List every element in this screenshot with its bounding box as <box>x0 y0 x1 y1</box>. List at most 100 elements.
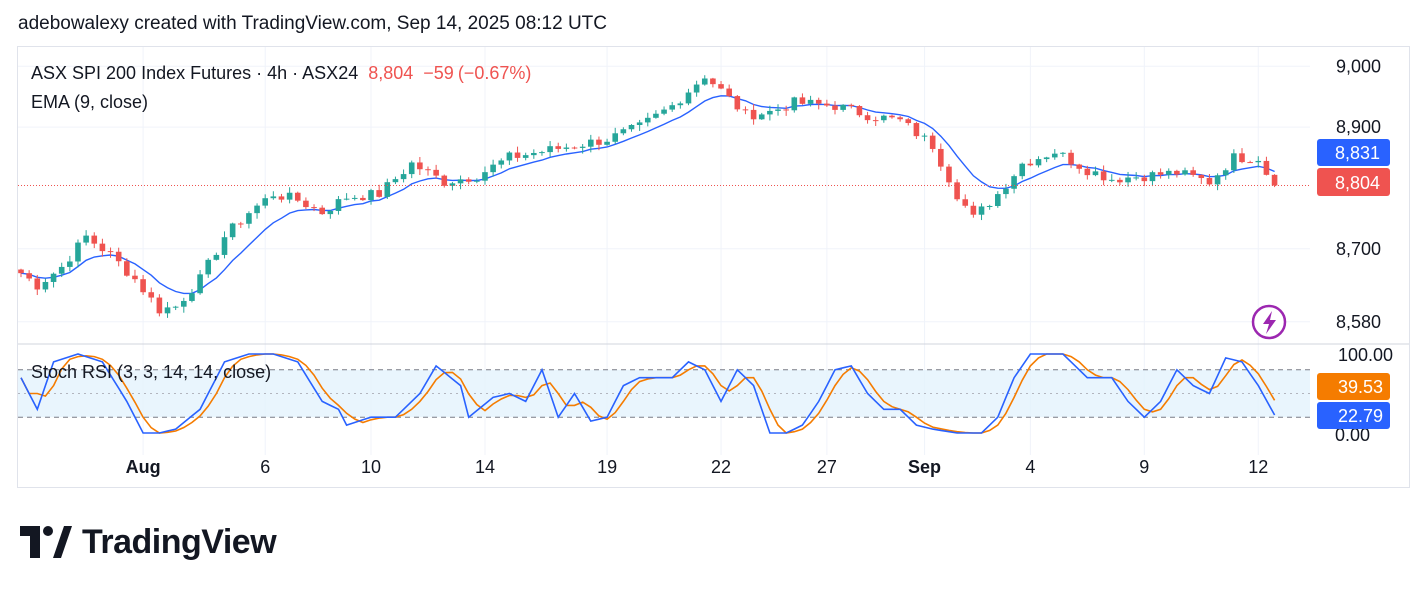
candle <box>417 156 423 176</box>
time-axis-tick: 9 <box>1139 457 1149 477</box>
chart-panel[interactable] <box>17 46 1410 488</box>
price-change-pct: (−0.67%) <box>458 63 532 83</box>
candle <box>189 289 195 303</box>
candle <box>400 169 407 183</box>
candle <box>644 112 651 127</box>
time-axis-tick: Sep <box>908 457 941 477</box>
candle <box>1019 162 1026 180</box>
symbol-legend[interactable]: ASX SPI 200 Index Futures · 4h · ASX24 8,… <box>31 63 531 83</box>
candle <box>547 141 553 157</box>
candle <box>140 275 146 295</box>
candle <box>978 203 985 221</box>
time-axis-tick: 10 <box>361 457 381 477</box>
candle <box>571 146 578 150</box>
price-axis-tick: 9,000 <box>1336 56 1381 76</box>
symbol-name: ASX SPI 200 Index Futures <box>31 63 251 83</box>
candle <box>457 175 464 190</box>
candle <box>91 232 98 249</box>
stoch-rsi-legend[interactable]: Stoch RSI (3, 3, 14, 14, close) <box>31 362 271 382</box>
candle <box>506 151 513 165</box>
candle <box>408 160 415 179</box>
candle <box>107 247 114 258</box>
candle <box>685 88 692 106</box>
candle <box>563 143 570 152</box>
candle <box>921 133 928 142</box>
candle <box>1076 163 1082 174</box>
ema-legend[interactable]: EMA (9, close) <box>31 92 148 112</box>
candle <box>327 210 334 219</box>
candle <box>1092 166 1099 177</box>
interval: 4h <box>267 63 287 83</box>
stoch-rsi-layer <box>20 353 1276 434</box>
candle <box>1271 174 1278 188</box>
lightning-icon[interactable] <box>1251 304 1287 340</box>
candle <box>254 203 260 219</box>
candle <box>710 77 716 88</box>
candle <box>132 269 138 283</box>
rsi-axis-tick-0: 0.00 <box>1335 425 1370 445</box>
stoch-k-badge: 22.79 <box>1317 402 1390 429</box>
candle <box>897 115 903 122</box>
time-axis-tick: 12 <box>1248 457 1268 477</box>
candle <box>1222 168 1229 180</box>
candle <box>872 116 879 126</box>
candle <box>734 95 741 112</box>
candle <box>115 247 122 267</box>
candle <box>522 152 529 161</box>
candle <box>1084 165 1091 180</box>
candle <box>433 164 439 179</box>
time-axis-tick: 14 <box>475 457 495 477</box>
rsi-axis-tick-100: 100.00 <box>1338 345 1393 365</box>
candle <box>661 106 667 116</box>
candle <box>750 104 757 125</box>
stoch-rsi-d-line <box>20 353 1276 434</box>
candle <box>1133 172 1139 181</box>
ema-layer <box>20 95 1275 295</box>
chart-attribution: adebowalexy created with TradingView.com… <box>18 13 607 34</box>
candle <box>653 110 659 119</box>
candle <box>1255 156 1262 168</box>
candle <box>531 149 537 159</box>
candle <box>294 191 301 203</box>
candle <box>164 301 171 318</box>
candle <box>620 127 627 136</box>
tradingview-brand[interactable]: TradingView <box>20 522 277 562</box>
stoch-rsi-k-line <box>20 353 1276 434</box>
candle <box>34 274 41 296</box>
tradingview-logo-icon <box>20 526 72 558</box>
candle <box>628 124 635 132</box>
candle <box>303 197 309 210</box>
candle <box>498 158 505 169</box>
candle <box>449 181 456 191</box>
candle <box>718 81 724 90</box>
candle <box>67 255 73 272</box>
candle <box>1027 158 1034 167</box>
candle <box>758 112 765 120</box>
candle <box>775 104 781 116</box>
candle <box>856 105 863 118</box>
candle <box>384 178 391 199</box>
candle <box>392 176 399 185</box>
candle <box>824 99 830 107</box>
candle <box>636 119 643 131</box>
candle <box>360 195 366 201</box>
candle <box>1263 156 1270 176</box>
candle <box>1060 152 1066 157</box>
time-axis-tick: Aug <box>126 457 161 477</box>
ema-price-badge: 8,831 <box>1317 139 1390 166</box>
candle <box>677 101 684 109</box>
candle <box>539 150 545 156</box>
time-axis-tick: 6 <box>260 457 270 477</box>
candle <box>604 138 610 146</box>
ema-line <box>20 95 1275 295</box>
candle <box>986 204 993 210</box>
candle <box>490 159 496 177</box>
stoch-k-badge-text: 22.79 <box>1338 406 1383 426</box>
candle <box>58 262 65 278</box>
candle <box>1117 177 1123 186</box>
candle <box>124 258 130 277</box>
candle <box>311 204 317 212</box>
candle <box>148 287 155 303</box>
candle <box>262 194 268 209</box>
